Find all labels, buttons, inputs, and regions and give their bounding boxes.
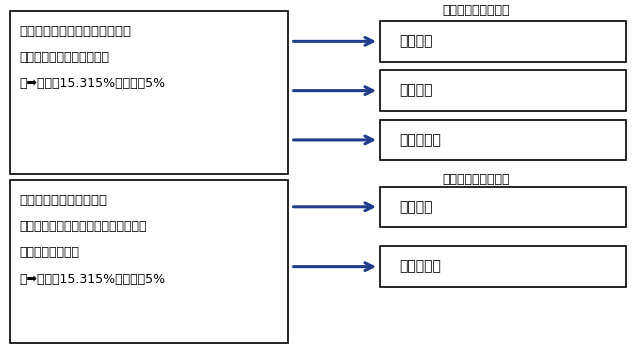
- Text: 選択できる課税方式: 選択できる課税方式: [442, 173, 510, 186]
- Text: 選択できる課税方式: 選択できる課税方式: [442, 4, 510, 17]
- Bar: [380, 246, 626, 287]
- Text: 《上場株式等に係る配当所得》: 《上場株式等に係る配当所得》: [19, 25, 131, 38]
- Text: 申告しない: 申告しない: [399, 133, 442, 147]
- Text: 源泉徴収税率が次のもの: 源泉徴収税率が次のもの: [19, 51, 109, 64]
- Text: 分離課税: 分離課税: [399, 84, 433, 98]
- Text: 税率が次のもの: 税率が次のもの: [19, 246, 79, 259]
- Bar: [380, 21, 626, 62]
- Text: 特定口座の源泉徴収口座で源泉徴収: 特定口座の源泉徴収口座で源泉徴収: [19, 220, 147, 233]
- Text: 分離課税: 分離課税: [399, 200, 433, 214]
- Bar: [10, 180, 288, 343]
- Bar: [10, 11, 288, 174]
- Bar: [380, 187, 626, 227]
- Text: 総合課税: 総合課税: [399, 34, 433, 48]
- Bar: [380, 70, 626, 111]
- Bar: [380, 120, 626, 160]
- Text: ➡所得税15.315%　住民税5%: ➡所得税15.315% 住民税5%: [19, 77, 166, 90]
- Text: 申告しない: 申告しない: [399, 260, 442, 274]
- Text: 《上場株式等譲渡所得》: 《上場株式等譲渡所得》: [19, 194, 107, 207]
- Text: ➡所得税15.315%　住民税5%: ➡所得税15.315% 住民税5%: [19, 273, 166, 286]
